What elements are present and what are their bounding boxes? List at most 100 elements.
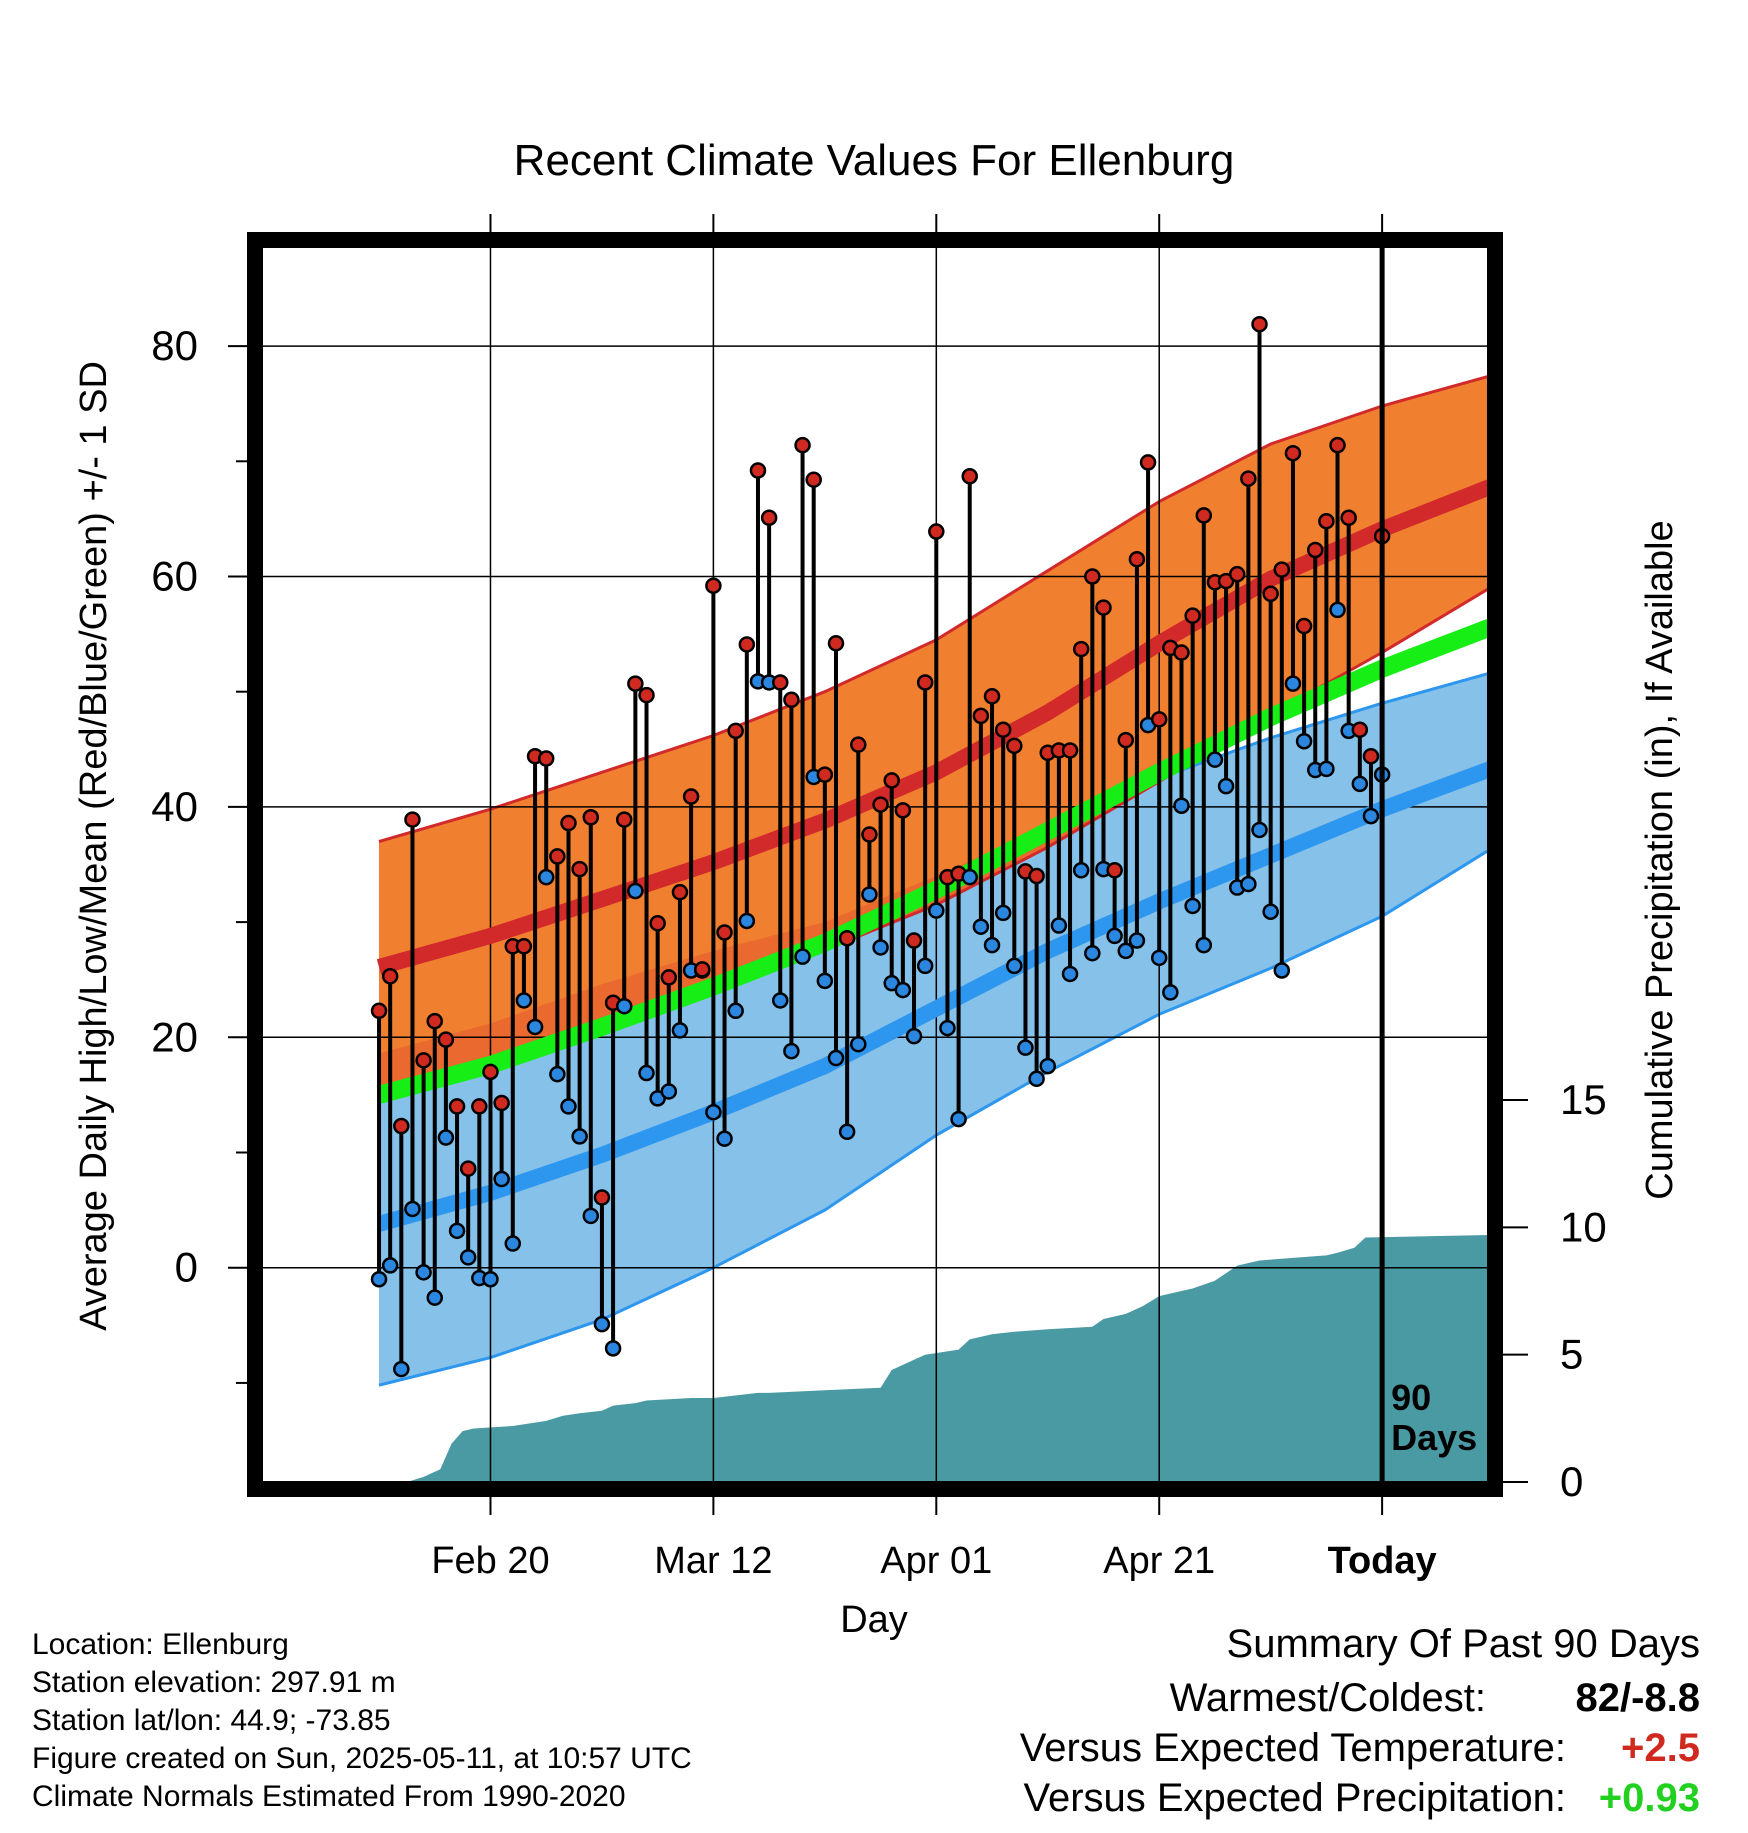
low-point [1351, 775, 1369, 793]
low-point [526, 1018, 544, 1036]
low-point [994, 904, 1012, 922]
y-tick-label: 20 [151, 1013, 198, 1060]
high-point [638, 686, 655, 704]
high-point [749, 462, 767, 479]
high-point [693, 961, 711, 978]
high-point [983, 688, 1001, 705]
high-point [1228, 565, 1246, 583]
high-point [861, 826, 878, 843]
low-point [1217, 777, 1235, 795]
observations [370, 315, 1391, 1378]
low-point [1173, 797, 1190, 814]
low-point [816, 972, 834, 990]
high-point [627, 675, 644, 692]
high-point [582, 809, 600, 826]
high-point [682, 788, 700, 805]
high-point [1006, 737, 1023, 755]
low-point [370, 1270, 388, 1288]
high-point [772, 674, 789, 691]
low-point [972, 918, 990, 935]
low-point [571, 1128, 588, 1145]
high-point [1273, 561, 1291, 578]
high-point [1106, 862, 1123, 879]
high-point [1329, 436, 1346, 454]
low-point [615, 997, 633, 1015]
low-point [1072, 862, 1090, 879]
info-elevation: Station elevation: 297.91 m [32, 1666, 396, 1699]
high-point [493, 1094, 510, 1112]
low-point [827, 1049, 845, 1067]
summary-warmest-coldest-value: 82/-8.8 [1575, 1676, 1700, 1720]
summary-warmest-coldest-label: Warmest/Coldest: [1169, 1676, 1486, 1720]
low-point [850, 1035, 867, 1053]
high-point [571, 860, 588, 878]
low-point [593, 1315, 611, 1333]
high-point [471, 1098, 488, 1115]
low-point [426, 1289, 444, 1306]
summary-temp-label: Versus Expected Temperature: [1019, 1726, 1566, 1770]
summary-title: Summary Of Past 90 Days [1226, 1622, 1700, 1666]
high-point [671, 883, 689, 901]
low-point [671, 1022, 689, 1039]
low-point [1150, 949, 1168, 967]
high-point [760, 509, 778, 526]
y2-tick-label: 10 [1560, 1203, 1607, 1250]
info-latlon: Station lat/lon: 44.9; -73.85 [32, 1704, 391, 1737]
high-point [994, 721, 1012, 738]
low-point [1084, 944, 1101, 962]
high-point [649, 915, 666, 932]
x-tick-label: Mar 12 [654, 1540, 772, 1582]
low-point [983, 936, 1001, 954]
info-normals-period: Climate Normals Estimated From 1990-2020 [32, 1780, 626, 1813]
low-point [1284, 675, 1302, 692]
high-point [593, 1189, 611, 1206]
low-point [905, 1027, 923, 1045]
low-point [459, 1249, 477, 1266]
chart-title: Recent Climate Values For Ellenburg [514, 136, 1235, 185]
low-point [727, 1002, 744, 1020]
low-point [1017, 1039, 1034, 1056]
high-point [370, 1002, 388, 1020]
x-tick-label: Feb 20 [431, 1540, 549, 1582]
high-point [1362, 747, 1380, 765]
low-point [894, 981, 912, 999]
low-point [1318, 760, 1335, 778]
summary-temp-value: +2.5 [1621, 1726, 1700, 1770]
y2-tick-label: 15 [1560, 1076, 1607, 1123]
y2-tick-label: 0 [1560, 1458, 1583, 1505]
x-axis-label: Day [840, 1599, 908, 1641]
precipitation-area [406, 1235, 1488, 1482]
low-point [772, 992, 789, 1009]
high-point [716, 924, 733, 941]
low-point [504, 1235, 522, 1252]
high-point [838, 929, 856, 947]
low-point [560, 1098, 577, 1115]
high-point [916, 674, 934, 691]
today-marker-label-days-count: 90 [1391, 1377, 1431, 1418]
high-point [928, 523, 945, 540]
high-point [426, 1012, 444, 1030]
low-point [950, 1110, 967, 1128]
summary-precip-value: +0.93 [1598, 1776, 1700, 1820]
x-tick-label: Apr 21 [1103, 1540, 1215, 1582]
y2-tick-label: 5 [1560, 1331, 1583, 1378]
high-point [515, 938, 533, 955]
low-point [660, 1083, 678, 1100]
low-point [783, 1042, 800, 1060]
low-point [961, 868, 978, 886]
high-point [816, 766, 834, 783]
high-point [705, 577, 722, 594]
low-point [1117, 942, 1135, 960]
high-point [972, 707, 990, 725]
high-point [961, 468, 978, 485]
y-tick-label: 0 [175, 1244, 198, 1291]
high-point [894, 802, 912, 819]
low-normal-line [376, 760, 1497, 1232]
high-point [560, 814, 577, 832]
high-point [1184, 607, 1201, 624]
low-point [1206, 751, 1224, 768]
high-point [827, 635, 845, 652]
high-point [738, 636, 756, 653]
high-point [1251, 315, 1268, 333]
